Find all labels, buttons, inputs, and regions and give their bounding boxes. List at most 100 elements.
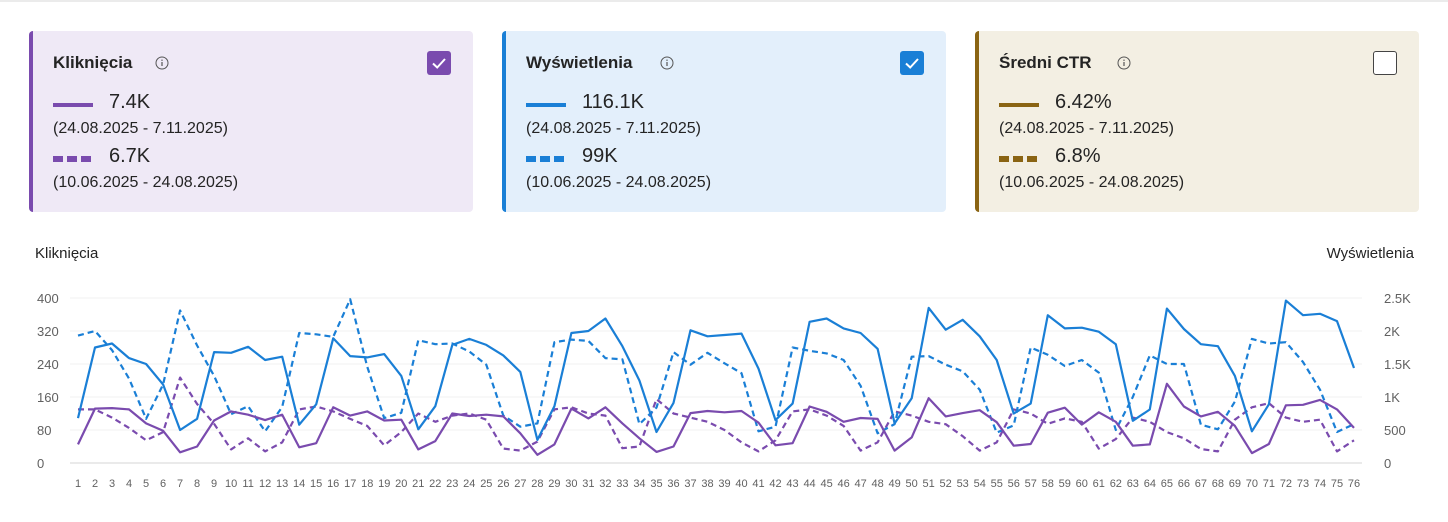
checkbox-clicks[interactable] — [427, 51, 451, 75]
x-tick-label: 8 — [194, 478, 200, 490]
x-tick-label: 36 — [667, 478, 679, 490]
x-tick-label: 56 — [1008, 478, 1020, 490]
grid — [70, 297, 1362, 464]
x-tick-label: 28 — [531, 478, 543, 490]
x-tick-label: 51 — [923, 478, 935, 490]
left-tick-label: 80 — [37, 423, 51, 438]
legend-solid-line — [53, 103, 93, 107]
legend-solid-line — [526, 103, 566, 107]
x-tick-label: 3 — [109, 478, 115, 490]
series-line-impressions-dashed[interactable] — [77, 298, 1355, 435]
x-tick-label: 29 — [548, 478, 560, 490]
x-tick-label: 71 — [1263, 478, 1275, 490]
x-tick-label: 75 — [1331, 478, 1343, 490]
top-divider — [0, 0, 1448, 2]
x-tick-label: 62 — [1110, 478, 1122, 490]
x-tick-label: 64 — [1144, 478, 1156, 490]
right-tick-label: 1K — [1384, 390, 1400, 405]
x-tick-label: 45 — [820, 478, 832, 490]
x-tick-label: 52 — [940, 478, 952, 490]
current-value: 116.1K — [582, 91, 644, 113]
metric-card-clicks[interactable]: Kliknięcia 7.4K (24.08.2025 - 7.11.2025)… — [29, 31, 473, 212]
x-tick-label: 21 — [412, 478, 424, 490]
x-tick-label: 46 — [837, 478, 849, 490]
x-tick-label: 48 — [872, 478, 884, 490]
legend-solid-line — [999, 103, 1039, 107]
checkbox-impressions[interactable] — [900, 51, 924, 75]
x-tick-label: 14 — [293, 478, 305, 490]
left-tick-label: 160 — [37, 390, 59, 405]
metric-card-impressions[interactable]: Wyświetlenia 116.1K (24.08.2025 - 7.11.2… — [502, 31, 946, 212]
left-tick-label: 320 — [37, 324, 59, 339]
x-tick-label: 73 — [1297, 478, 1309, 490]
current-range: (24.08.2025 - 7.11.2025) — [53, 120, 228, 137]
info-icon[interactable] — [660, 56, 674, 70]
x-tick-label: 70 — [1246, 478, 1258, 490]
series-line-clicks-dashed[interactable] — [78, 376, 1355, 453]
left-tick-label: 0 — [37, 456, 44, 471]
x-tick-label: 72 — [1280, 478, 1292, 490]
x-tick-label: 39 — [718, 478, 730, 490]
x-tick-label: 59 — [1059, 478, 1071, 490]
x-tick-label: 76 — [1348, 478, 1360, 490]
x-tick-label: 55 — [991, 478, 1003, 490]
x-tick-label: 30 — [565, 478, 577, 490]
x-tick-label: 38 — [701, 478, 713, 490]
x-tick-label: 17 — [344, 478, 356, 490]
legend-dashed-line — [999, 156, 1037, 162]
previous-value: 99K — [582, 145, 618, 167]
series-line-impressions-solid[interactable] — [76, 299, 1356, 441]
x-tick-label: 53 — [957, 478, 969, 490]
current-value: 6.42% — [1055, 91, 1112, 113]
check-icon — [905, 58, 919, 69]
checkbox-ctr[interactable] — [1373, 51, 1397, 75]
right-tick-label: 2K — [1384, 324, 1400, 339]
x-tick-label: 49 — [889, 478, 901, 490]
x-tick-label: 34 — [633, 478, 645, 490]
x-tick-label: 7 — [177, 478, 183, 490]
left-tick-label: 240 — [37, 357, 59, 372]
x-tick-label: 65 — [1161, 478, 1173, 490]
x-tick-label: 63 — [1127, 478, 1139, 490]
x-tick-label: 2 — [92, 478, 98, 490]
x-tick-label: 20 — [395, 478, 407, 490]
x-tick-label: 50 — [906, 478, 918, 490]
previous-range: (10.06.2025 - 24.08.2025) — [999, 174, 1185, 191]
current-range: (24.08.2025 - 7.11.2025) — [526, 120, 701, 137]
x-tick-label: 26 — [497, 478, 509, 490]
x-tick-label: 43 — [786, 478, 798, 490]
metric-card-ctr[interactable]: Średni CTR 6.42% (24.08.2025 - 7.11.2025… — [975, 31, 1419, 212]
previous-range: (10.06.2025 - 24.08.2025) — [526, 174, 712, 191]
x-tick-label: 23 — [446, 478, 458, 490]
x-tick-label: 40 — [735, 478, 747, 490]
x-tick-label: 69 — [1229, 478, 1241, 490]
x-tick-label: 66 — [1178, 478, 1190, 490]
x-tick-label: 27 — [514, 478, 526, 490]
x-tick-label: 13 — [276, 478, 288, 490]
x-tick-label: 58 — [1042, 478, 1054, 490]
x-tick-label: 18 — [361, 478, 373, 490]
x-tick-label: 11 — [242, 478, 253, 490]
x-tick-label: 37 — [684, 478, 696, 490]
info-icon[interactable] — [1117, 56, 1131, 70]
x-tick-label: 60 — [1076, 478, 1088, 490]
x-tick-label: 32 — [599, 478, 611, 490]
x-tick-label: 6 — [160, 478, 166, 490]
x-tick-label: 12 — [259, 478, 271, 490]
x-tick-label: 5 — [143, 478, 149, 490]
x-tick-label: 54 — [974, 478, 986, 490]
x-tick-label: 74 — [1314, 478, 1326, 490]
x-tick-label: 47 — [854, 478, 866, 490]
previous-value: 6.8% — [1055, 145, 1101, 167]
x-tick-label: 68 — [1212, 478, 1224, 490]
previous-value: 6.7K — [109, 145, 151, 167]
right-tick-label: 1.5K — [1384, 357, 1411, 372]
info-icon[interactable] — [155, 56, 169, 70]
x-tick-label: 19 — [378, 478, 390, 490]
right-tick-label: 2.5K — [1384, 291, 1411, 306]
x-tick-label: 4 — [126, 478, 132, 490]
x-tick-label: 35 — [650, 478, 662, 490]
x-tick-label: 25 — [480, 478, 492, 490]
series-line-clicks-solid[interactable] — [77, 382, 1355, 456]
